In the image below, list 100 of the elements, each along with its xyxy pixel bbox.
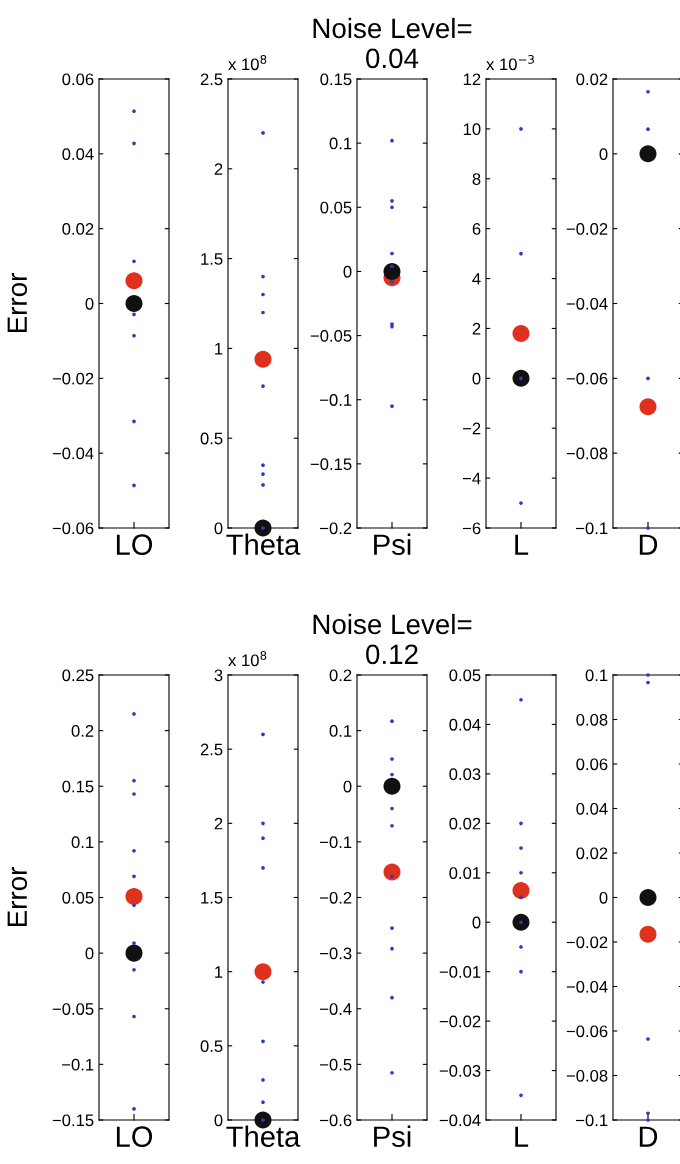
point [261,821,265,826]
y-tick-label: 0.02 [576,847,608,860]
point [646,680,650,685]
point [390,926,394,930]
point [646,127,650,131]
y-tick-label: −0.02 [52,372,94,385]
y-tick-label: 0 [343,780,352,793]
point [261,274,265,279]
chart-title: Noise Level= 0.12 [313,613,472,665]
point [390,946,394,951]
y-tick-label: 0.03 [449,768,481,781]
point [519,821,523,826]
point [390,772,394,777]
x-tick-label: D [639,1126,658,1147]
point [390,719,394,724]
y-tick-label: −0.2 [320,522,352,535]
point [132,109,136,114]
point [390,874,394,879]
point [390,995,394,1000]
point [261,732,265,737]
point [519,945,523,949]
point [132,312,136,317]
x-tick-label: Psi [374,1125,411,1147]
y-tick-label: 0.25 [62,669,94,682]
point [125,944,143,962]
point [132,712,136,716]
y-tick-label: −0.03 [439,1064,481,1077]
y-tick-label: −0.2 [320,891,352,904]
point [390,264,394,269]
point [390,138,394,143]
y-tick-label: −0.1 [576,1114,608,1127]
y-tick-label: −0.02 [439,1015,481,1028]
y-tick-label: −0.1 [62,1058,94,1071]
chart-title: Noise Level= 0.04 [313,17,472,69]
point [519,895,523,900]
y-tick-label: 2.5 [200,73,223,86]
y-tick-label: 0.04 [62,148,94,161]
point [639,888,657,907]
y-tick-label: 0 [214,1114,223,1127]
point [390,823,394,828]
y-tick-label: 1 [215,342,223,355]
point [646,376,650,381]
y-tick-label: 0 [85,947,94,960]
point [646,526,650,530]
y-tick-label: 0.02 [576,73,608,86]
point [132,259,136,264]
y-tick-label: −0.4 [320,1003,352,1015]
y-tick-label: 6 [472,223,481,235]
text: x 10$^{8}$ [228,651,267,667]
point [261,463,265,467]
point [646,673,650,677]
point [390,251,394,256]
point [519,846,523,850]
point [390,324,394,329]
point [519,969,523,974]
x-tick-label: L [515,1126,529,1147]
point [261,526,265,530]
point [261,866,265,870]
y-tick-label: −0.5 [320,1058,352,1071]
x-tick-label: Psi [374,533,411,555]
y-tick-label: −0.06 [566,1025,608,1038]
point [132,874,136,879]
point [639,925,657,943]
y-tick-label: −0.01 [439,966,481,978]
y-tick-label: −0.06 [566,372,608,385]
y-tick-label: 0.1 [585,669,608,682]
point [646,89,650,94]
y-tick-label: 2 [214,817,223,830]
y-tick-label: 0.5 [200,432,223,445]
y-tick-label: −2 [462,422,481,435]
y-tick-label: −0.08 [566,1069,608,1082]
y-tick-label: −4 [462,472,481,485]
point [512,882,530,900]
point [261,310,265,315]
point [390,205,394,210]
point [646,1118,650,1122]
point [390,404,394,408]
y-tick-label: 0.2 [71,725,94,737]
point [519,697,523,702]
point [132,483,136,488]
y-tick-label: 0.05 [62,891,94,904]
y-tick-label: 1.5 [201,253,223,265]
point [125,887,143,905]
point [132,333,136,338]
x-tick-label: Theta [226,533,301,555]
point [519,251,523,256]
point [261,836,265,840]
x-tick-label: D [639,534,658,555]
point [261,384,265,388]
y-tick-label: −0.15 [52,1114,94,1127]
y-tick-label: 0 [85,297,94,310]
y-tick-label: −0.1 [576,522,608,535]
y-tick-label: 0 [214,522,223,535]
y-tick-label: 10 [463,123,481,136]
x-tick-label: L [515,534,529,555]
y-tick-label: 0 [343,265,352,278]
y-tick-label: −0.04 [566,297,608,310]
point [261,1100,265,1105]
point [132,141,136,146]
point [132,419,136,424]
